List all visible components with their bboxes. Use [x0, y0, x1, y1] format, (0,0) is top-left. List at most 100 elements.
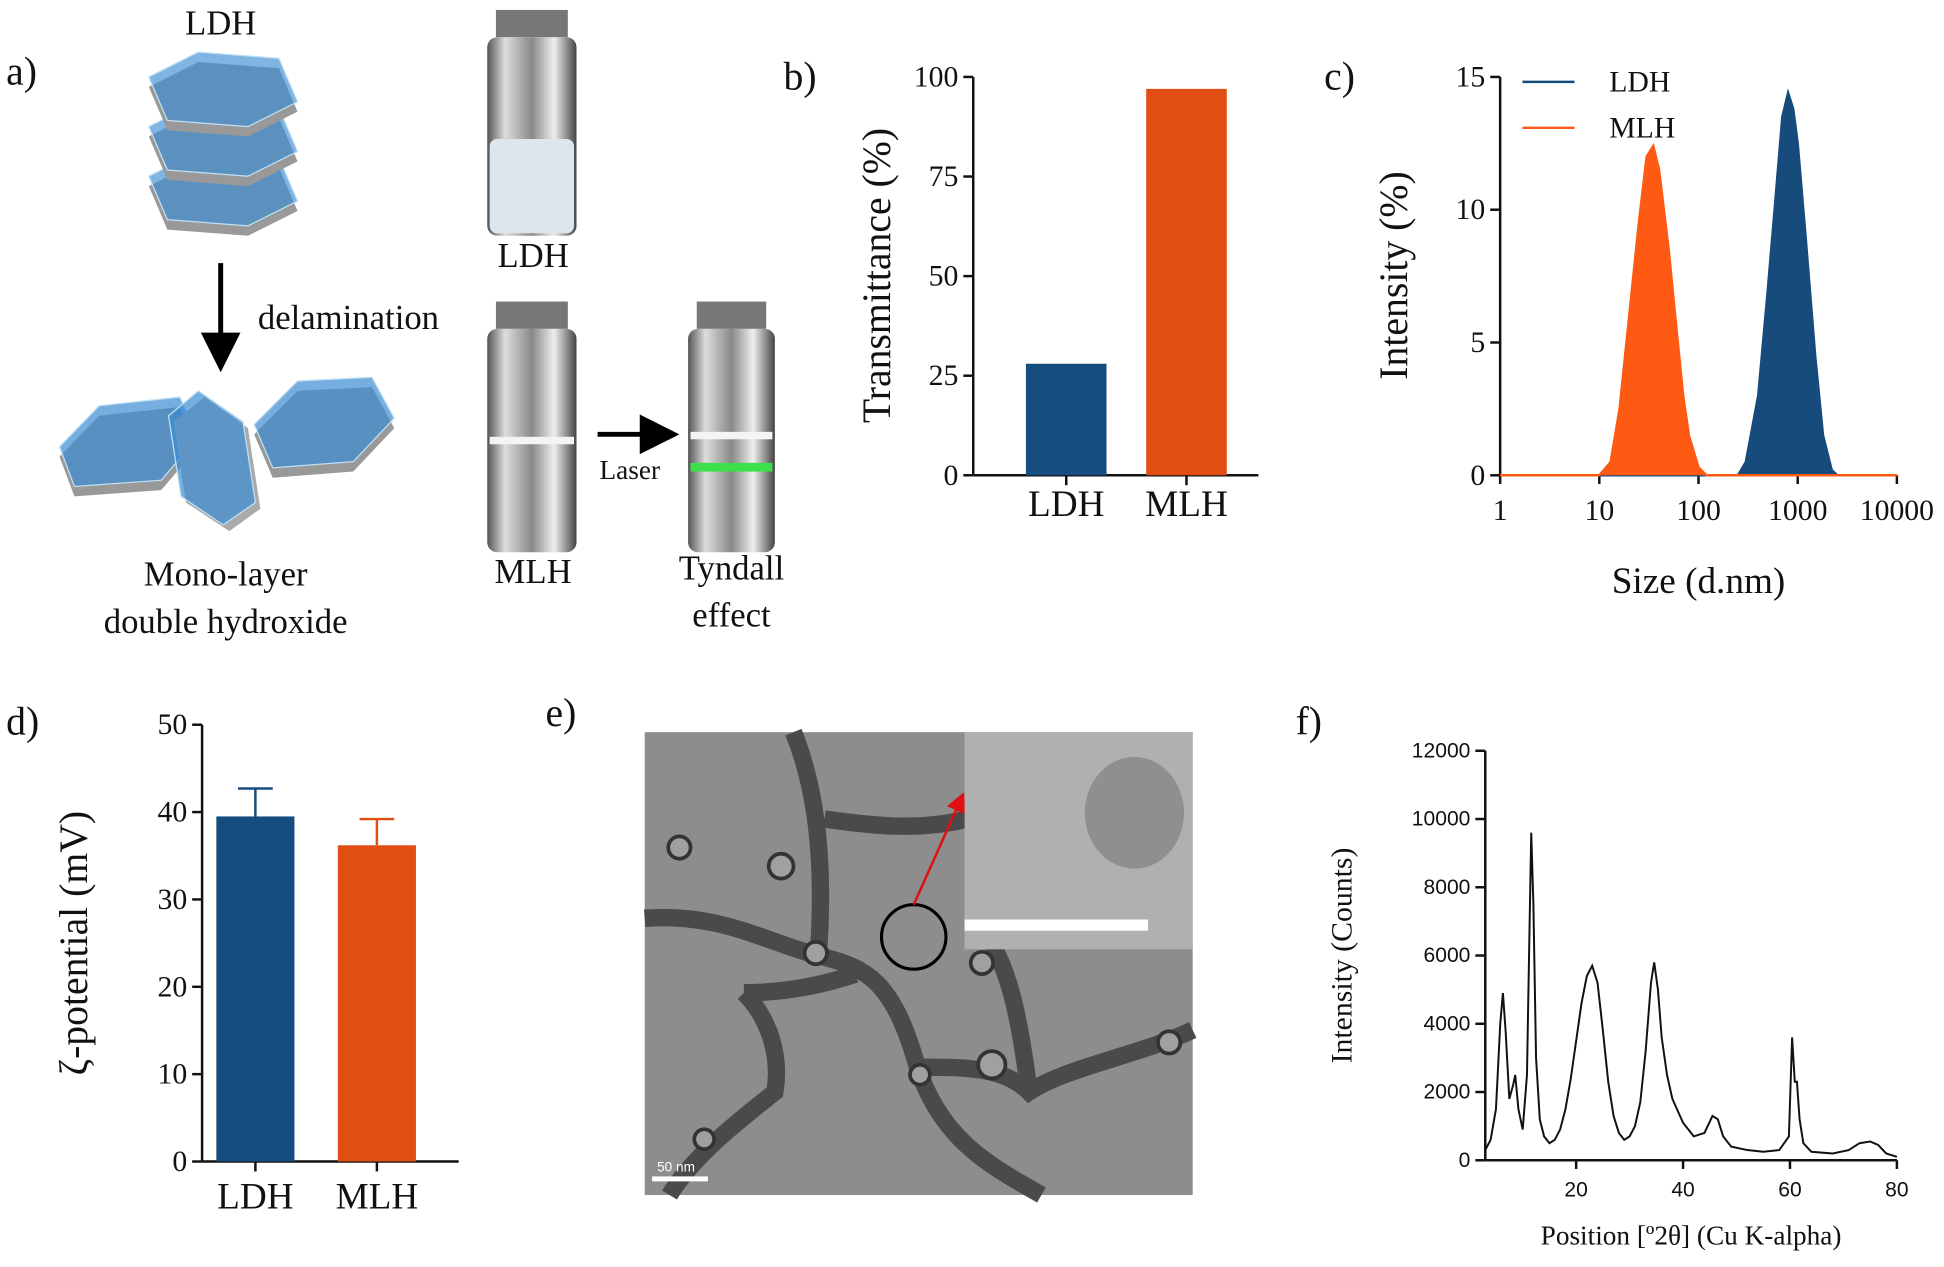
error-bar	[238, 787, 273, 817]
panel-a: a) LDH delamination Mono-layer double hy…	[6, 4, 784, 641]
area	[1500, 145, 1897, 476]
mesh-strand	[743, 965, 859, 1002]
y-tick-label: 0	[943, 459, 958, 492]
panel-label: b)	[784, 54, 817, 98]
product-label: double hydroxide	[104, 602, 348, 641]
particle	[976, 1049, 1008, 1081]
product-label: Mono-layer	[144, 555, 308, 594]
bar	[1025, 363, 1107, 476]
y-axis-title: Intensity (%)	[1372, 171, 1416, 379]
bar	[1146, 88, 1227, 476]
y-tick-label: 100	[914, 60, 959, 93]
vial-liquid	[489, 138, 575, 234]
y-axis-title: ζ-potential (mV)	[52, 811, 96, 1076]
y-tick-label: 8000	[1424, 876, 1471, 899]
bar	[337, 845, 416, 1162]
x-tick-label: 1000	[1768, 494, 1827, 527]
plate	[167, 390, 257, 526]
y-axis-title: Transmittance (%)	[855, 128, 899, 423]
vial	[487, 9, 577, 236]
vial-cap	[495, 9, 568, 38]
laser-label: Laser	[600, 455, 661, 485]
mesh-strand	[785, 728, 830, 957]
stack-label: LDH	[185, 4, 256, 43]
particle	[766, 851, 796, 881]
x-axis-title: Position [º2θ] (Cu K-alpha)	[1541, 1221, 1842, 1251]
y-tick-label: 25	[929, 359, 959, 392]
panel-label: e)	[546, 691, 577, 735]
panel-label: c)	[1324, 54, 1355, 98]
y-tick-label: 2000	[1424, 1081, 1471, 1104]
x-tick-label: 80	[1885, 1178, 1908, 1201]
vial-label: LDH	[497, 236, 568, 275]
y-tick-label: 75	[929, 160, 959, 193]
plate	[253, 376, 396, 469]
vial	[688, 301, 775, 553]
panel-label: d)	[6, 700, 39, 744]
particles	[666, 834, 1183, 1151]
area	[1500, 92, 1897, 476]
line	[1500, 142, 1897, 477]
ldh-stack	[147, 51, 299, 236]
y-tick-label: 40	[157, 796, 187, 829]
mesh-strand	[823, 810, 970, 835]
y-tick-label: 0	[1470, 459, 1485, 492]
plate	[147, 51, 299, 128]
laser-beam	[690, 462, 773, 472]
vial-body	[688, 328, 775, 553]
vial-cap	[495, 301, 568, 329]
monolayers	[58, 376, 396, 532]
y-tick-label: 10000	[1412, 808, 1471, 831]
legend-label: LDH	[1609, 65, 1670, 98]
particle	[908, 1062, 932, 1087]
carbon-mesh	[643, 728, 1197, 1203]
y-tick-label: 6000	[1424, 944, 1471, 967]
particle	[1156, 1029, 1183, 1056]
mesh-strand	[662, 986, 786, 1200]
mesh-strand	[984, 939, 1038, 1094]
y-tick-label: 4000	[1424, 1012, 1471, 1035]
particle	[968, 949, 995, 976]
y-tick-label: 15	[1456, 60, 1486, 93]
pointer-arrow	[912, 792, 966, 906]
y-tick-label: 50	[929, 260, 959, 293]
error-bar	[359, 817, 395, 846]
x-tick-label: LDH	[1028, 484, 1104, 525]
y-tick-label: 30	[157, 883, 187, 916]
scale-bar	[652, 1176, 708, 1182]
tyndall-label: Tyndall	[679, 549, 785, 588]
legend-label: MLH	[1609, 111, 1675, 144]
x-tick-label: 10	[1584, 494, 1614, 527]
y-tick-label: 50	[157, 708, 187, 741]
x-tick-label: 1	[1493, 494, 1508, 527]
x-tick-label: 20	[1564, 1178, 1587, 1201]
mesh-strand	[643, 908, 1046, 1203]
x-tick-label: 60	[1778, 1178, 1801, 1201]
inset-particle	[1084, 756, 1185, 869]
vial-cap	[696, 301, 767, 329]
scale-bar-label: 50 nm	[657, 1159, 695, 1174]
x-tick-label: LDH	[217, 1177, 293, 1218]
y-tick-label: 5	[1470, 326, 1485, 359]
panel-label: f)	[1296, 700, 1322, 744]
y-tick-label: 10	[157, 1058, 187, 1091]
x-tick-label: 100	[1676, 494, 1721, 527]
panel-e: e) 50 nm	[546, 691, 1197, 1203]
x-tick-label: MLH	[336, 1177, 419, 1218]
particle	[692, 1127, 716, 1151]
panel-label: a)	[6, 49, 37, 93]
line	[1484, 832, 1898, 1158]
y-tick-label: 20	[157, 970, 187, 1003]
meniscus	[690, 431, 773, 440]
y-tick-label: 0	[1459, 1149, 1471, 1172]
bar	[216, 816, 295, 1162]
x-tick-label: 10000	[1860, 494, 1934, 527]
y-tick-label: 0	[172, 1145, 187, 1178]
particle	[802, 940, 829, 967]
y-tick-label: 12000	[1412, 739, 1471, 762]
vial-label: MLH	[495, 552, 572, 591]
inset-scale-bar	[964, 919, 1149, 931]
arrow-label: delamination	[258, 298, 439, 337]
